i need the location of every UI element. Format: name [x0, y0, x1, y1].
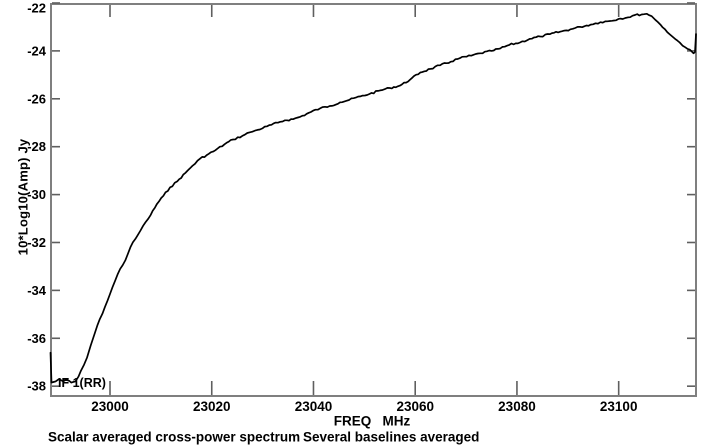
tick-label: -24 [27, 43, 47, 58]
tick-label: -28 [27, 139, 46, 154]
plot-frame [50, 3, 697, 397]
axis-ticks [52, 2, 695, 395]
tick-label: -26 [27, 91, 46, 106]
tick-label: -32 [27, 235, 46, 250]
tick-label: -38 [27, 379, 46, 394]
caption-baselines: Several baselines averaged [303, 429, 480, 445]
tick-label: 23100 [600, 399, 638, 414]
tick-label: 23020 [193, 399, 231, 414]
axis-tick-labels: 23000 23020 23040 23060 23080 23100 -22 -24 -26 -… [27, 1, 637, 415]
tick-label: -34 [27, 283, 47, 298]
tick-label: 23060 [396, 399, 434, 414]
tick-label: 23040 [295, 399, 333, 414]
tick-label: 23000 [91, 399, 129, 414]
tick-label: -36 [27, 331, 46, 346]
x-axis-title: FREQ MHz [333, 413, 411, 429]
tick-label: -30 [27, 187, 46, 202]
tick-label: 23080 [498, 399, 536, 414]
y-axis-title: 10*Log10(Amp) Jy [15, 138, 31, 256]
if-annotation: IF 1(RR) [58, 376, 106, 390]
spectrum-curve [49, 12, 697, 384]
tick-label: -22 [27, 1, 46, 16]
caption-spectrum-type: Scalar averaged cross-power spectrum [48, 429, 301, 445]
